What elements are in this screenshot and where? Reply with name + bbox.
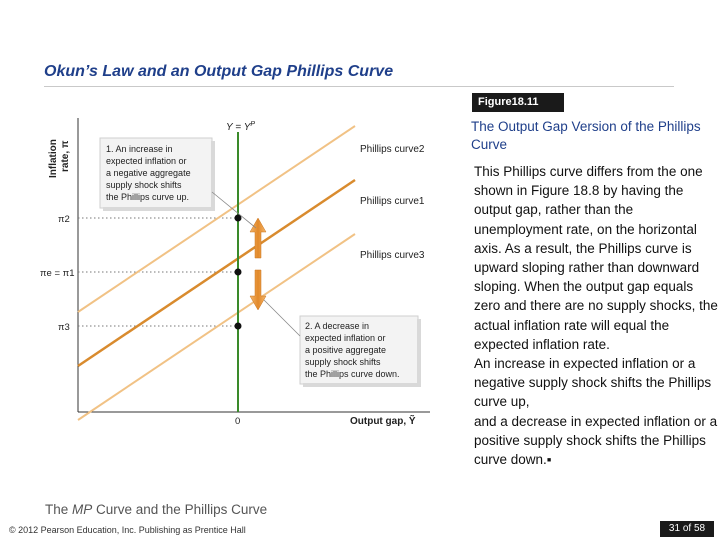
page-number: 31 of 58 [660,521,714,537]
callout-up-line-1: 1. An increase in [106,144,173,154]
callout-up-line-2: expected inflation or [106,156,187,166]
footer-subtitle-post: Curve and the Phillips Curve [92,502,268,517]
callout-down-line-4: supply shock shifts [305,357,381,367]
phillips-curve-1-line [77,178,356,368]
phillips-curve-1-label: Phillips curve1 [360,196,425,207]
origin-label: 0 [235,416,240,427]
vertical-line-label: Y = YP [226,121,255,133]
vertical-line-label-text: Y = Y [226,122,252,133]
figure-badge: Figure18.11 [472,93,564,112]
caption-paragraph-1: This Phillips curve differs from the one… [474,164,718,352]
phillips-curve-3-line [77,233,356,421]
y-axis-label: Inflation [48,139,59,178]
point-pi3 [234,322,242,330]
callout-up-pointer [211,191,257,229]
shift-up-arrow [249,217,267,259]
shift-down-arrow [249,269,267,311]
copyright-notice: © 2012 Pearson Education, Inc. Publishin… [9,525,246,535]
phillips-curve-2-line [77,125,356,313]
slide-title: Okun’s Law and an Output Gap Phillips Cu… [44,63,394,80]
caption-paragraph-2: An increase in expected inflation or a n… [474,356,712,410]
x-axis-label: Output gap, Ỹ [350,414,416,427]
phillips-curve-3-label: Phillips curve3 [360,250,425,261]
callout-up-line-3: a negative aggregate [106,168,191,178]
callout-up-line-5: the Phillips curve up. [106,192,189,202]
footer-subtitle-italic: MP [72,502,93,517]
callout-down-line-5: the Phillips curve down. [305,369,400,379]
callout-down-line-3: a positive aggregate [305,345,386,355]
figure-title: The Output Gap Version of the Phillips C… [471,119,701,152]
footer-subtitle-pre: The [45,502,73,517]
phillips-curve-2-label: Phillips curve2 [360,144,425,155]
callout-down-line-2: expected inflation or [305,333,386,343]
pi1-label: πe = π1 [40,268,75,279]
footer-subtitle: The MP Curve and the Phillips Curve [45,502,267,517]
callout-down-pointer [263,299,301,337]
y-axis-label-sub: rate, π [60,140,71,172]
pi3-label: π3 [58,322,70,333]
figure-caption: This Phillips curve differs from the one… [474,162,718,469]
vertical-line-label-sup: P [250,121,255,128]
callout-shift-down: 2. A decrease in expected inflation or a… [299,315,421,387]
caption-paragraph-3: and a decrease in expected inflation or … [474,413,718,468]
title-divider [44,86,674,87]
point-pi2 [234,214,242,222]
point-pi1 [234,268,242,276]
y-axis-label-main: Inflation [48,139,59,178]
callout-down-line-1: 2. A decrease in [305,321,369,331]
callout-shift-up: 1. An increase in expected inflation or … [99,137,215,211]
pi2-label: π2 [58,214,70,225]
callout-up-line-4: supply shock shifts [106,180,182,190]
